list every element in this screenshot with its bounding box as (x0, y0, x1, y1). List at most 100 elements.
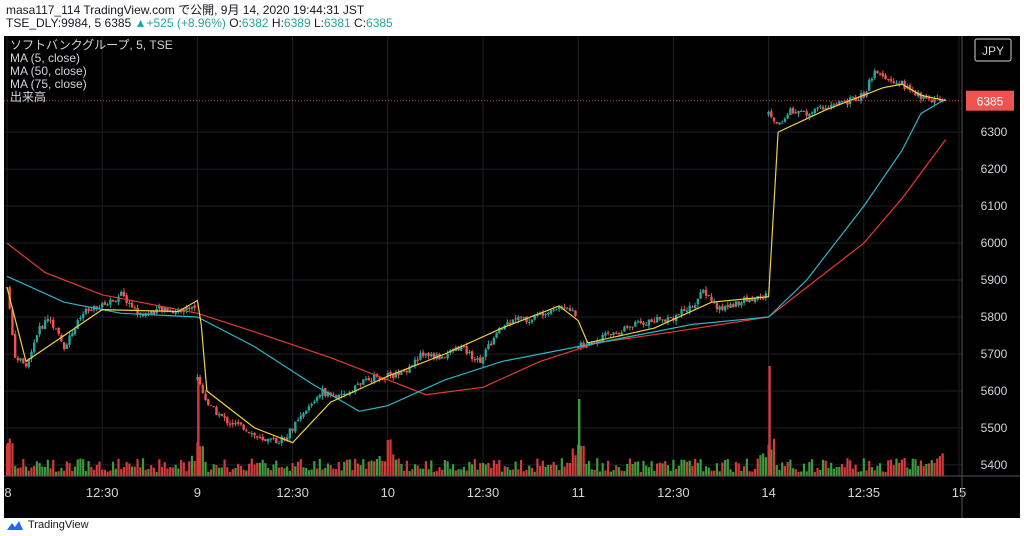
volume-bar (451, 464, 455, 476)
candle-body (887, 79, 890, 81)
candle-body (761, 297, 765, 299)
volume-bar (509, 469, 512, 476)
candle-body (207, 399, 210, 406)
volume-bar (563, 466, 566, 476)
candle-body (256, 436, 259, 438)
volume-bar (403, 470, 406, 476)
candle-body (294, 421, 297, 432)
tradingview-logo-icon (7, 521, 23, 530)
volume-bar (601, 463, 604, 476)
candle-body (587, 342, 591, 344)
price-chart[interactable]: 5400 5500 5600 5700 5800 5900 6000 6100 6200 6300… (4, 36, 1020, 518)
volume-bar (122, 467, 126, 476)
candle-body (343, 394, 346, 396)
candle-body (832, 104, 836, 106)
candle-body (710, 296, 713, 302)
candle-body (68, 335, 71, 345)
volume-bar (386, 440, 389, 476)
volume-bar (430, 460, 433, 476)
candle-body (158, 306, 161, 309)
volume-bar (745, 458, 748, 476)
candle-body (65, 344, 69, 350)
volume-bar (778, 469, 781, 476)
candle-body (549, 310, 553, 314)
candle-body (484, 349, 487, 357)
candle-body (76, 320, 79, 329)
volume-bar (305, 467, 308, 476)
candle-body (424, 353, 428, 356)
candle-body (408, 366, 411, 373)
volume-bar (87, 461, 90, 476)
candle-body (318, 394, 321, 398)
candle-body (533, 316, 536, 320)
candle-body (699, 292, 702, 299)
volume-bar (813, 471, 816, 476)
candle-body (680, 309, 683, 315)
volume-bar (52, 459, 55, 476)
volume-bar (79, 458, 82, 476)
candle-body (892, 81, 895, 84)
volume-bar (911, 458, 914, 476)
volume-bar (903, 458, 906, 476)
candle-body (571, 310, 574, 312)
candle-body (462, 345, 466, 347)
candle-body (62, 342, 66, 350)
candle-body (530, 320, 534, 323)
symbol-bar: TSE_DLY:9984, 5 6385 ▲+525 (+8.96%) O:63… (6, 16, 393, 30)
chart-panel[interactable]: 5400 5500 5600 5700 5800 5900 6000 6100 6200 6300… (4, 36, 1020, 518)
candle-body (122, 291, 126, 297)
candle-body (302, 413, 305, 417)
volume-bar (473, 459, 476, 476)
candle-body (272, 437, 275, 439)
candle-body (500, 328, 504, 330)
volume-bar (634, 461, 637, 476)
candle-body (903, 80, 906, 90)
volume-bar (92, 469, 96, 476)
volume-bar (22, 459, 25, 476)
candle-body (786, 114, 789, 119)
candle-body (228, 423, 232, 425)
candle-body (362, 379, 365, 385)
volume-bar (11, 443, 14, 476)
candle-body (188, 307, 191, 309)
volume-bar (185, 471, 188, 476)
candle-body (411, 365, 414, 367)
volume-bar (753, 468, 757, 476)
candle-body (506, 321, 509, 326)
candle-body (704, 289, 708, 296)
volume-bar (19, 467, 22, 476)
candle-body (568, 308, 572, 311)
volume-bar (726, 459, 729, 476)
high-value: 6389 (283, 16, 311, 30)
candle-body (498, 327, 501, 334)
candle-body (171, 311, 175, 314)
candle-body (492, 337, 496, 345)
volume-bar (291, 463, 294, 476)
volume-bar (315, 468, 319, 476)
candle-body (476, 358, 479, 361)
volume-bar (762, 453, 765, 476)
volume-bar (335, 469, 338, 476)
volume-bar (525, 469, 528, 476)
volume-bar (242, 469, 245, 476)
candle-body (683, 309, 686, 311)
volume-bar (364, 468, 368, 476)
candle-body (46, 318, 49, 322)
volume-bar (362, 459, 365, 476)
candle-body (432, 353, 436, 359)
volume-bar (397, 458, 400, 476)
volume-bar (819, 469, 822, 476)
currency-button[interactable]: JPY (974, 38, 1012, 62)
volume-bar (781, 462, 784, 476)
candle-body (650, 319, 653, 322)
time-tick-label: 15 (952, 485, 966, 500)
volume-bar (862, 458, 865, 476)
candle-body (606, 332, 610, 334)
legend-ma75: MA (75, close) (10, 77, 87, 91)
volume-bar (794, 469, 797, 476)
candle-body (204, 393, 207, 401)
candle-body (628, 326, 632, 328)
volume-bar (394, 459, 398, 476)
volume-spike-bar (6, 443, 10, 476)
candle-body (767, 111, 770, 115)
